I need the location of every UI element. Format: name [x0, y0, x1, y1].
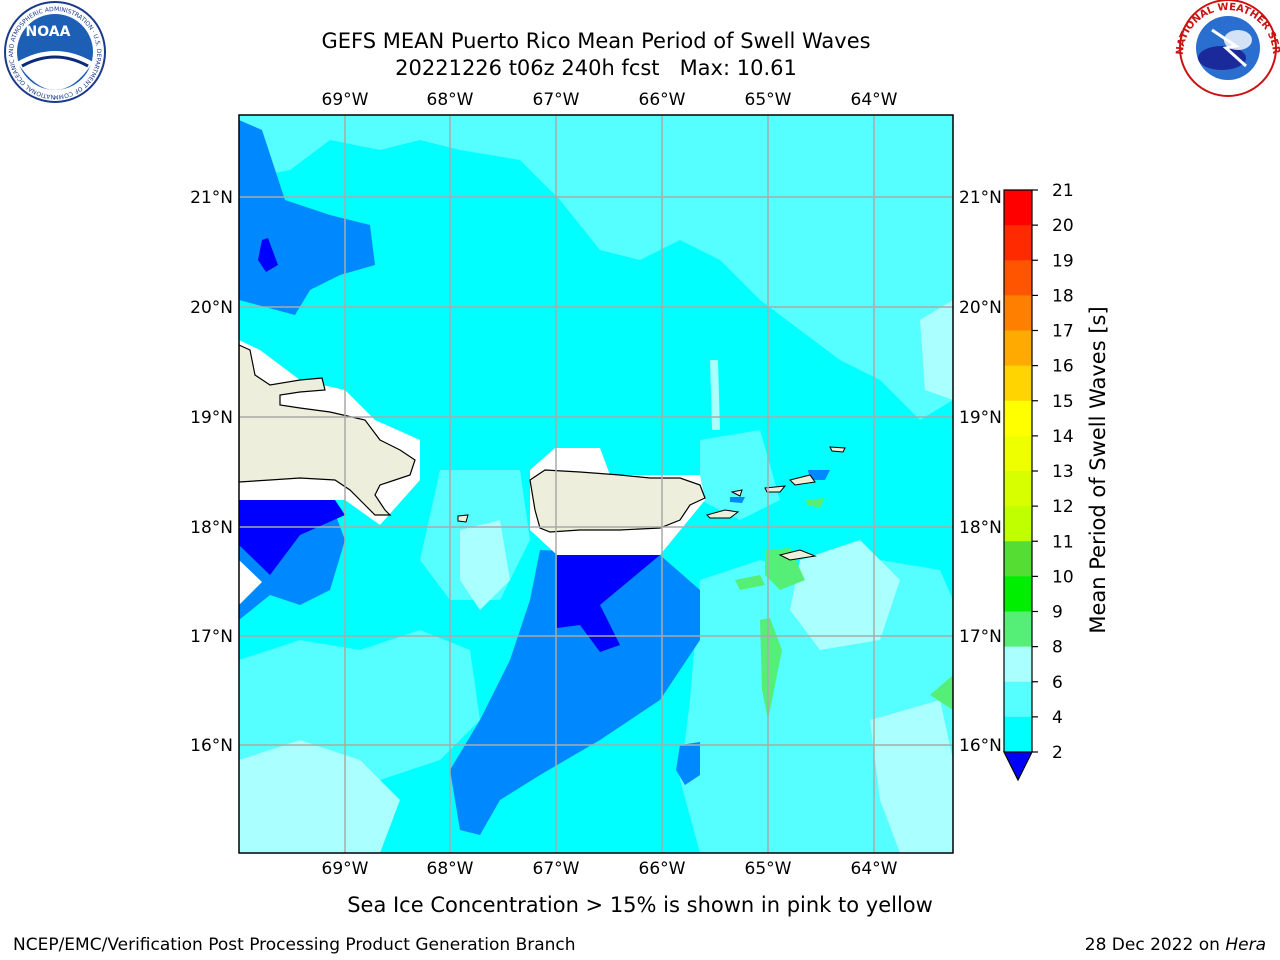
colorbar-tick-label: 10 — [1052, 567, 1074, 587]
lon-label: 64°W — [851, 90, 898, 110]
colorbar-tick-label: 13 — [1052, 462, 1074, 482]
colorbar-swatch — [1004, 260, 1032, 296]
colorbar-tick-label: 17 — [1052, 322, 1074, 342]
colorbar-swatch — [1004, 330, 1032, 367]
lat-label: 21°N — [190, 188, 233, 208]
lat-label: 16°N — [190, 736, 233, 756]
lon-label: 65°W — [745, 859, 792, 879]
lon-label: 69°W — [322, 90, 369, 110]
colorbar-tick-label: 2 — [1052, 743, 1063, 763]
lon-label: 68°W — [427, 859, 474, 879]
lat-label: 18°N — [959, 518, 1002, 538]
colorbar-swatch — [1004, 541, 1032, 577]
hispaniola-land — [239, 344, 416, 516]
lat-label: 21°N — [959, 188, 1002, 208]
lat-label: 20°N — [190, 298, 233, 318]
lat-label: 16°N — [959, 736, 1002, 756]
colorbar-swatch — [1004, 190, 1032, 226]
colorbar-tick-label: 19 — [1052, 251, 1074, 271]
colorbar-tick-label: 15 — [1052, 392, 1074, 412]
lon-label: 64°W — [851, 859, 898, 879]
noaa-logo-text: NOAA — [26, 24, 71, 40]
chart-subtitle: 20221226 t06z 240h fcst Max: 10.61 — [395, 56, 797, 80]
colorbar-extend-arrow — [1003, 751, 1033, 782]
colorbar-tick-label: 8 — [1052, 638, 1063, 658]
colorbar-swatch — [1004, 471, 1032, 507]
colorbar-tick-label: 4 — [1052, 708, 1063, 728]
colorbar-swatch — [1004, 225, 1032, 261]
lon-label: 65°W — [745, 90, 792, 110]
lon-label: 66°W — [639, 90, 686, 110]
right-lat-labels: 21°N 20°N 19°N 18°N 17°N 16°N — [959, 188, 1002, 756]
colorbar-swatch — [1004, 506, 1032, 542]
lat-label: 19°N — [190, 408, 233, 428]
map-frame — [238, 114, 954, 854]
colorbar-tick-label: 21 — [1052, 181, 1074, 201]
colorbar-swatch — [1004, 295, 1032, 331]
lon-label: 68°W — [427, 90, 474, 110]
colorbar-swatch — [1004, 681, 1032, 718]
colorbar-swatch — [1004, 435, 1032, 472]
colorbar-tick-label: 9 — [1052, 603, 1063, 623]
lat-label: 17°N — [959, 627, 1002, 647]
colorbar-tick-label: 6 — [1052, 673, 1063, 693]
colorbar-tick-label: 14 — [1052, 427, 1074, 447]
colorbar-swatch — [1004, 646, 1032, 683]
colorbar-swatch — [1004, 365, 1032, 402]
colorbar-label: Mean Period of Swell Waves [s] — [1086, 306, 1110, 633]
colorbar-swatch — [1004, 576, 1032, 612]
colorbar-swatch — [1004, 400, 1032, 437]
chart-title: GEFS MEAN Puerto Rico Mean Period of Swe… — [321, 29, 870, 53]
colorbar-ticks: 21 20 19 18 17 16 15 14 13 12 11 10 9 8 6 4 2 — [1032, 181, 1074, 763]
lat-label: 20°N — [959, 298, 1002, 318]
left-lat-labels: 21°N 20°N 19°N 18°N 17°N 16°N — [190, 188, 233, 756]
footer-date: 28 Dec 2022 on Hera — [1085, 935, 1266, 955]
footer-org: NCEP/EMC/Verification Post Processing Pr… — [13, 935, 576, 955]
colorbar-tick-label: 20 — [1052, 216, 1074, 236]
top-lon-labels: 69°W 68°W 67°W 66°W 65°W 64°W — [322, 90, 898, 110]
footer-machine: Hera — [1225, 935, 1266, 955]
contour-lt-2 — [239, 500, 345, 575]
lat-label: 17°N — [190, 627, 233, 647]
lon-label: 69°W — [322, 859, 369, 879]
noaa-logo: NOAA NATIONAL OCEANIC AND ATMOSPHERIC AD… — [0, 0, 106, 103]
colorbar-swatch — [1004, 611, 1032, 648]
contour-8-9 — [239, 740, 400, 853]
map-panel — [238, 114, 954, 854]
lon-label: 67°W — [533, 90, 580, 110]
lat-label: 18°N — [190, 518, 233, 538]
colorbar-tick-label: 18 — [1052, 286, 1074, 306]
colorbar: 21 20 19 18 17 16 15 14 13 12 11 10 9 8 6 4 2 Mean Perio… — [1003, 181, 1110, 782]
colorbar-swatch — [1004, 716, 1032, 753]
colorbar-swatches — [1003, 189, 1033, 782]
colorbar-tick-label: 12 — [1052, 497, 1074, 517]
lon-label: 67°W — [533, 859, 580, 879]
contour-9-10 — [765, 548, 805, 590]
sea-ice-note: Sea Ice Concentration > 15% is shown in … — [347, 893, 933, 917]
lon-label: 66°W — [639, 859, 686, 879]
lat-label: 19°N — [959, 408, 1002, 428]
contour-6-8 — [239, 115, 953, 420]
graticule — [239, 115, 953, 853]
virgin-islands-land — [457, 446, 846, 561]
colorbar-tick-label: 16 — [1052, 357, 1074, 377]
bottom-lon-labels: 69°W 68°W 67°W 66°W 65°W 64°W — [322, 859, 898, 879]
colorbar-tick-label: 11 — [1052, 532, 1074, 552]
